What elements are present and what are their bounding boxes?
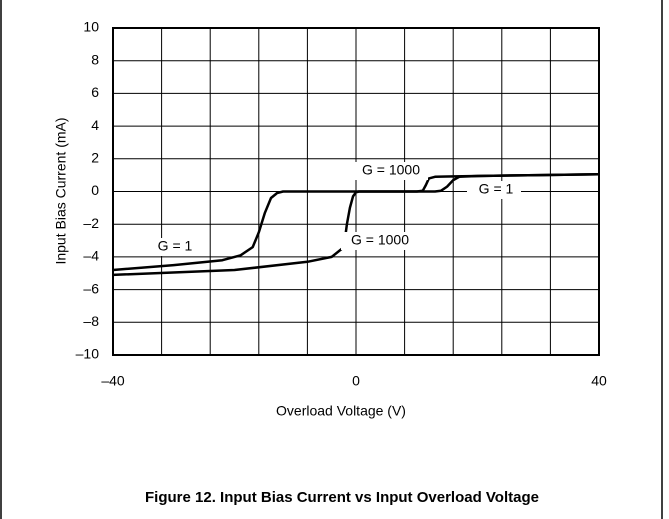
- label-bg: [146, 238, 200, 256]
- y-tick-label: 0: [91, 182, 99, 198]
- y-axis-label: Input Bias Current (mA): [53, 117, 69, 264]
- y-tick-label: 4: [91, 117, 99, 133]
- y-tick-label: –4: [83, 248, 99, 264]
- y-tick-label: –2: [83, 215, 99, 231]
- label-bg: [341, 232, 417, 250]
- label-bg: [352, 162, 428, 180]
- y-tick-label: –6: [83, 280, 99, 296]
- y-tick-label: –8: [83, 313, 99, 329]
- x-tick-label: 40: [591, 373, 607, 389]
- series-line: [112, 173, 600, 277]
- series-label: G = 1000: [362, 162, 420, 178]
- y-tick-label: –10: [76, 346, 100, 362]
- series-label: G = 1: [479, 181, 514, 197]
- x-tick-label: 0: [352, 373, 360, 389]
- series-label: G = 1: [158, 238, 193, 254]
- y-tick-label: 6: [91, 84, 99, 100]
- label-bg: [467, 181, 521, 199]
- x-tick-label: –40: [101, 373, 125, 389]
- plot-border: [112, 27, 600, 356]
- x-axis-label: Overload Voltage (V): [276, 403, 406, 419]
- y-tick-label: 8: [91, 51, 99, 67]
- series-label: G = 1000: [351, 232, 409, 248]
- y-tick-label: 2: [91, 150, 99, 166]
- caption: Figure 12. Input Bias Current vs Input O…: [145, 489, 539, 506]
- y-tick-label: 10: [83, 19, 99, 35]
